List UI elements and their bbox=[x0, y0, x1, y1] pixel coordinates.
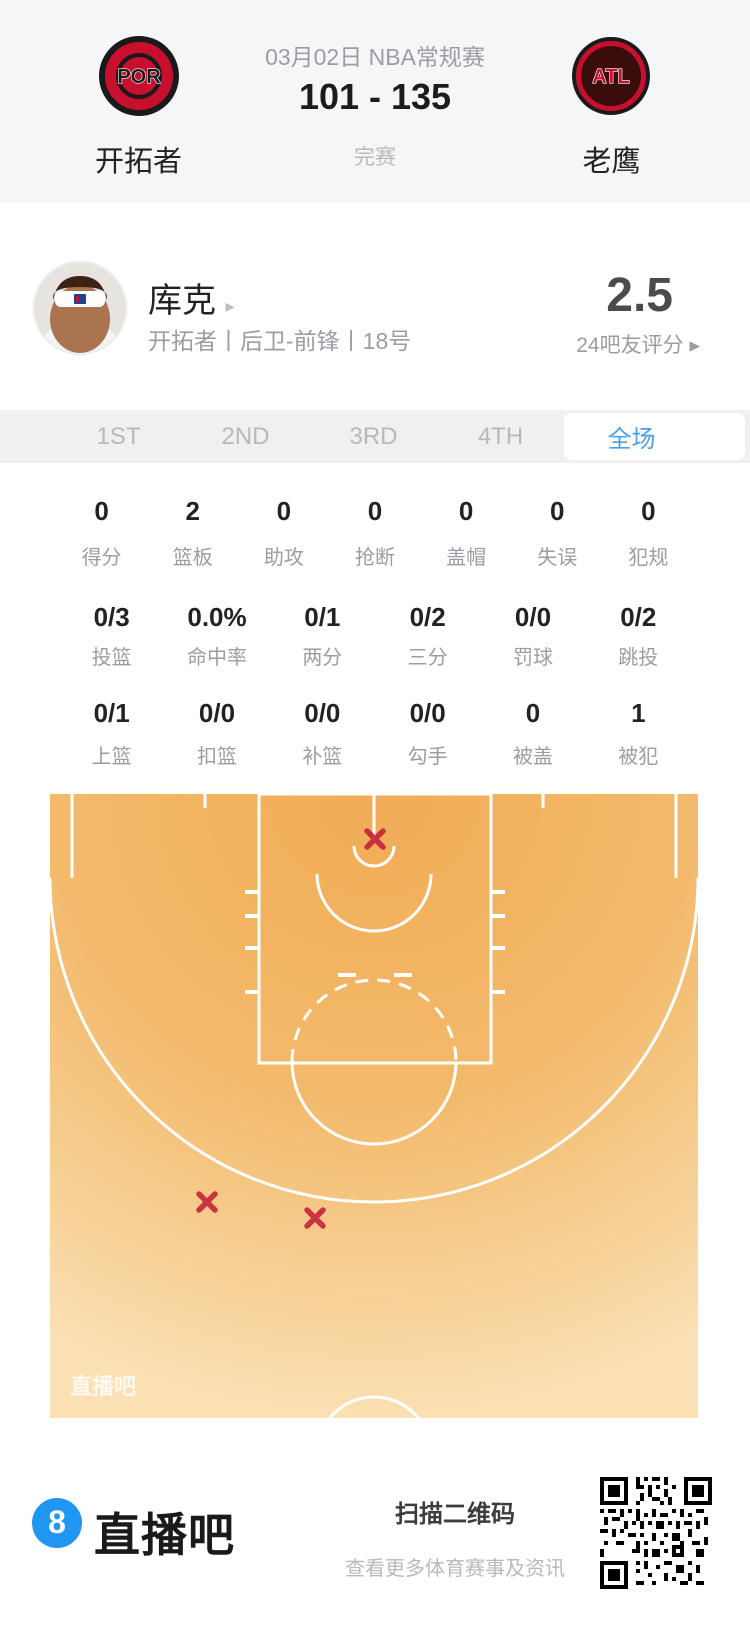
svg-text:8: 8 bbox=[48, 1504, 66, 1540]
svg-text:直播吧: 直播吧 bbox=[70, 1374, 136, 1399]
